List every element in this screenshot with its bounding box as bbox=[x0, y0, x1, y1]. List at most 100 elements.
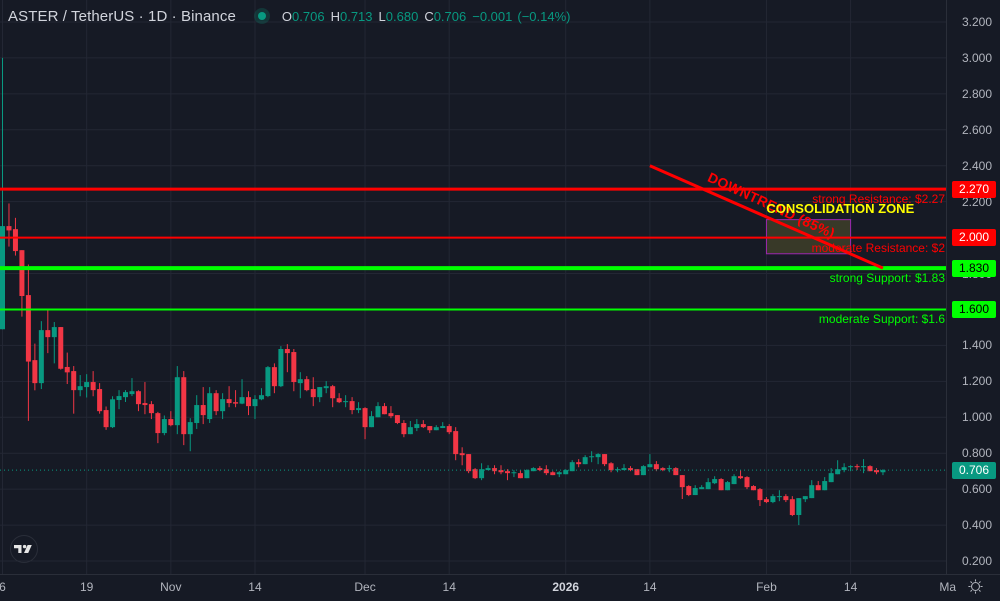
candle bbox=[304, 376, 310, 392]
candle bbox=[543, 465, 549, 476]
candle bbox=[356, 402, 362, 414]
candle bbox=[750, 485, 756, 491]
candle bbox=[349, 397, 355, 415]
candle bbox=[861, 459, 867, 474]
candle bbox=[58, 327, 64, 370]
candle bbox=[336, 393, 342, 404]
moderate-resistance-label: moderate Resistance: $2 bbox=[811, 240, 945, 255]
candle bbox=[110, 396, 116, 429]
time-axis-label: 14 bbox=[843, 580, 858, 594]
candle bbox=[692, 485, 698, 496]
candle bbox=[32, 343, 38, 391]
price-axis-label: 0.200 bbox=[962, 554, 993, 568]
candle bbox=[472, 468, 478, 480]
candle bbox=[873, 468, 879, 475]
chart-legend: ASTER / TetherUS · 1D · Binance O 0.706 … bbox=[8, 6, 576, 26]
candle bbox=[25, 264, 31, 421]
price-axis-label: 2.600 bbox=[962, 122, 993, 137]
time-axis-label: 19 bbox=[79, 580, 94, 594]
candle bbox=[783, 494, 789, 503]
candle bbox=[738, 470, 744, 480]
candle bbox=[828, 468, 834, 483]
candle bbox=[265, 366, 271, 398]
candle bbox=[84, 374, 90, 398]
price-axis-label: 0.400 bbox=[962, 518, 993, 533]
strong-resistance-label: strong Resistance: $2.27 bbox=[812, 192, 945, 207]
candle bbox=[116, 390, 122, 410]
downtrend-line[interactable] bbox=[649, 164, 884, 270]
time-axis-label: Dec bbox=[354, 580, 376, 594]
candle bbox=[103, 406, 109, 430]
candle bbox=[757, 488, 763, 507]
price-axis-label: 2.200 bbox=[962, 194, 993, 209]
price-axis[interactable] bbox=[946, 0, 1000, 574]
candle bbox=[174, 366, 180, 435]
candle bbox=[615, 467, 621, 473]
candle bbox=[401, 420, 407, 438]
candle bbox=[420, 420, 426, 429]
candle bbox=[511, 470, 517, 478]
candle bbox=[381, 403, 387, 415]
candle bbox=[407, 421, 413, 435]
price-axis-label: 1.200 bbox=[962, 374, 993, 389]
candle bbox=[770, 494, 776, 504]
candle bbox=[213, 390, 219, 416]
candle bbox=[271, 363, 277, 394]
market-status-icon bbox=[253, 8, 270, 24]
candle bbox=[880, 469, 886, 476]
candle bbox=[653, 461, 659, 472]
candle bbox=[647, 454, 653, 468]
symbol-title[interactable]: ASTER / TetherUS · 1D · Binance bbox=[8, 7, 236, 25]
candle bbox=[517, 470, 523, 479]
candle bbox=[394, 415, 400, 425]
candle bbox=[388, 406, 394, 419]
consolidation-zone-label: CONSOLIDATION ZONE bbox=[766, 200, 915, 216]
candle bbox=[187, 418, 193, 452]
candle bbox=[848, 465, 854, 472]
candle bbox=[135, 390, 141, 412]
candle bbox=[608, 462, 614, 473]
strong-support-label: strong Support: $1.83 bbox=[829, 271, 945, 286]
gear-icon[interactable] bbox=[967, 578, 984, 595]
candle bbox=[815, 481, 821, 491]
moderate-support-label: moderate Support: $1.6 bbox=[818, 312, 945, 327]
candle bbox=[38, 321, 44, 390]
price-axis-label: 3.200 bbox=[962, 15, 993, 29]
candle bbox=[297, 372, 303, 399]
price-axis-label: 3.000 bbox=[962, 50, 993, 65]
close-label: C bbox=[424, 8, 434, 24]
candle bbox=[666, 465, 672, 473]
candle bbox=[479, 463, 485, 481]
candle bbox=[291, 348, 297, 392]
candle bbox=[6, 203, 12, 247]
tradingview-logo-icon[interactable] bbox=[9, 534, 39, 564]
candle bbox=[45, 310, 51, 354]
candle bbox=[660, 467, 666, 472]
time-axis[interactable] bbox=[0, 574, 1000, 601]
candle bbox=[627, 466, 633, 472]
candle bbox=[194, 395, 200, 429]
ohlc-values: O 0.706 H 0.713 L 0.680 C 0.706 −0.001 (… bbox=[282, 9, 576, 24]
candle bbox=[330, 384, 336, 408]
candle bbox=[369, 411, 375, 428]
time-axis-label: 14 bbox=[248, 580, 262, 594]
candle bbox=[148, 401, 154, 420]
candle bbox=[446, 424, 452, 435]
open-label: O bbox=[281, 8, 293, 24]
strong-support-price-tag: 1.830 bbox=[952, 259, 996, 277]
candle bbox=[563, 469, 569, 475]
time-axis-label: Ma bbox=[939, 580, 957, 594]
candle bbox=[744, 476, 750, 490]
candle bbox=[789, 496, 795, 517]
price-axis-label: 2.400 bbox=[962, 158, 993, 173]
change-percent: (−0.14%) bbox=[517, 8, 571, 24]
candle bbox=[233, 390, 239, 408]
candle bbox=[19, 250, 25, 317]
candle bbox=[602, 454, 608, 467]
candle bbox=[181, 371, 187, 446]
candle bbox=[556, 471, 562, 478]
candle bbox=[258, 388, 264, 401]
candle bbox=[427, 426, 433, 434]
time-axis-label: Nov bbox=[160, 580, 182, 594]
